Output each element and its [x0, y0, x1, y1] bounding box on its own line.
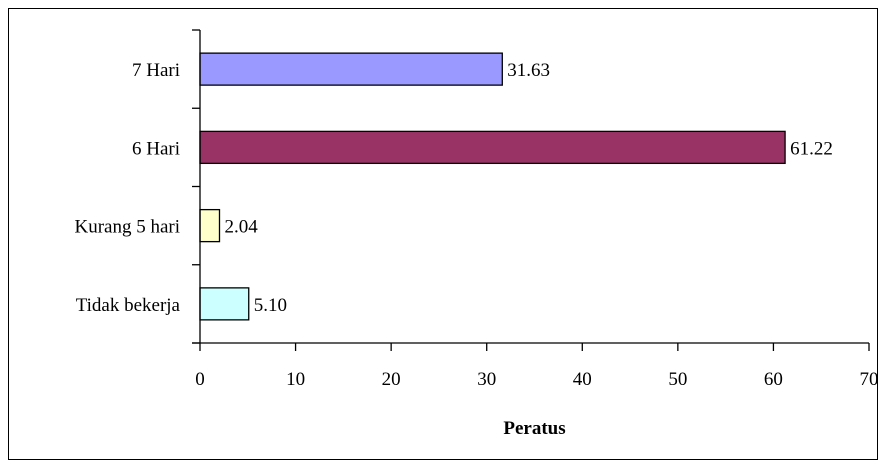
- bar-6-hari: [199, 130, 786, 165]
- value-label-tidak-bekerja: 5.10: [254, 295, 287, 316]
- x-tick-label-30: 30: [477, 369, 496, 390]
- bars-group: [199, 52, 786, 321]
- bar-kurang-5-hari: [199, 208, 221, 243]
- bar-tidak-bekerja: [199, 287, 250, 321]
- labels-group: 5.10 Tidak bekerja 2.04 Kurang 5 hari 61.22 6…: [74, 60, 878, 390]
- category-label-kurang-5-hari: Kurang 5 hari: [74, 217, 180, 238]
- x-tick-label-10: 10: [286, 369, 305, 390]
- value-label-6-hari: 61.22: [790, 138, 833, 159]
- x-tick-label-50: 50: [668, 369, 687, 390]
- x-tick-label-0: 0: [195, 369, 205, 390]
- category-label-tidak-bekerja: Tidak bekerja: [76, 295, 181, 316]
- axes-group: [192, 29, 870, 351]
- category-label-7-hari: 7 Hari: [132, 60, 180, 81]
- x-axis-title: Peratus: [503, 418, 565, 439]
- value-label-kurang-5-hari: 2.04: [224, 217, 258, 238]
- x-tick-label-60: 60: [764, 369, 783, 390]
- x-tick-label-70: 70: [860, 369, 879, 390]
- bar-7-hari: [199, 52, 503, 86]
- category-label-6-hari: 6 Hari: [132, 138, 180, 159]
- x-tick-label-40: 40: [573, 369, 592, 390]
- value-label-7-hari: 31.63: [507, 60, 550, 81]
- x-tick-label-20: 20: [382, 369, 401, 390]
